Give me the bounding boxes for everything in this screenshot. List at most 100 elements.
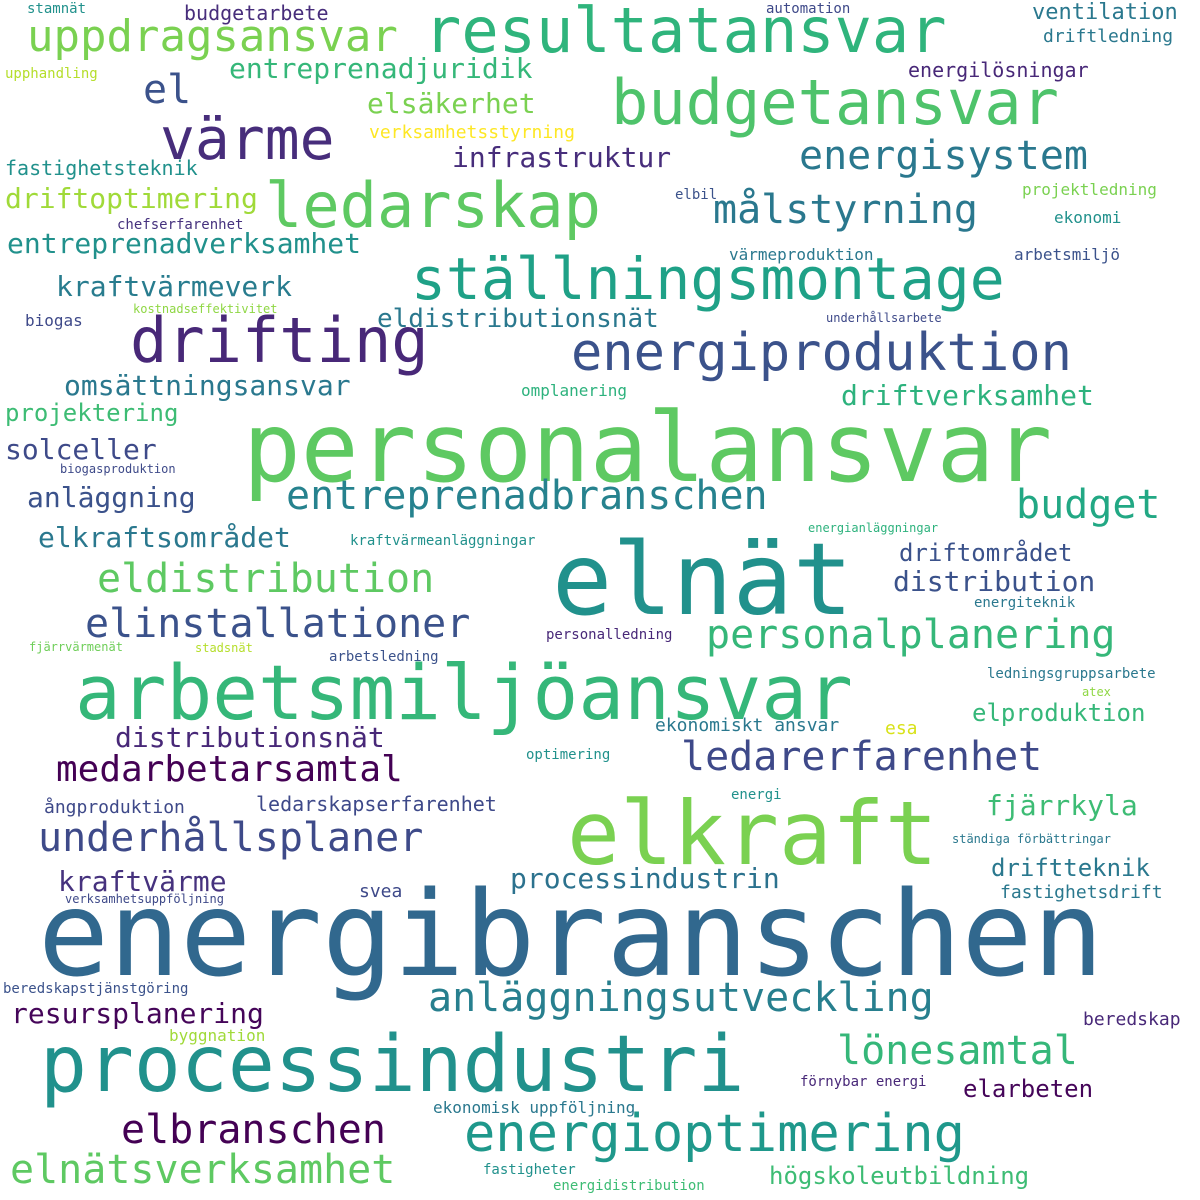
word-budgetarbete: budgetarbete — [184, 1, 329, 25]
word-resursplanering: resursplanering — [11, 997, 264, 1030]
word-el: el — [143, 67, 192, 113]
word-elbranschen: elbranschen — [121, 1107, 386, 1153]
word-kraftvarmeanlaggningar: kraftvärmeanläggningar — [350, 533, 536, 549]
word-entreprenadjuridik: entreprenadjuridik — [229, 52, 533, 85]
word-arbetsledning: arbetsledning — [329, 649, 439, 665]
word-solceller: solceller — [5, 433, 157, 466]
word-ledarerfarenhet: ledarerfarenhet — [681, 734, 1043, 780]
word-processindustrin: processindustrin — [510, 862, 780, 895]
word-hogskoleutbildning: högskoleutbildning — [769, 1162, 1030, 1190]
word-energibranschen: energibranschen — [38, 865, 1104, 1003]
word-elsakerhet: elsäkerhet — [367, 87, 536, 120]
word-infrastruktur: infrastruktur — [452, 141, 672, 174]
word-personalplanering: personalplanering — [706, 612, 1116, 658]
word-driftoptimering: driftoptimering — [5, 182, 258, 215]
word-fornybar-energi: förnybar energi — [800, 1074, 927, 1090]
word-underhallsarbete: underhållsarbete — [826, 311, 942, 325]
word-anlaggningsutveckling: anläggningsutveckling — [428, 975, 934, 1021]
word-energidistribution: energidistribution — [553, 1178, 705, 1194]
word-atex: atex — [1082, 685, 1111, 699]
word-elnat: elnät — [552, 521, 854, 638]
word-angproduktion: ångproduktion — [44, 797, 185, 818]
word-distribution: distribution — [893, 565, 1096, 598]
word-driftledning: driftledning — [1043, 26, 1174, 47]
word-biogasproduktion: biogasproduktion — [60, 462, 176, 476]
word-kraftvarme: kraftvärme — [58, 865, 227, 898]
word-eldistributionsnat: eldistributionsnät — [377, 304, 659, 334]
word-processindustri: processindustri — [40, 1020, 745, 1110]
word-stallningsmontage: ställningsmontage — [411, 245, 1005, 313]
word-beredskap: beredskap — [1083, 1009, 1181, 1030]
word-resultatansvar: resultatansvar — [424, 0, 947, 67]
word-optimering: optimering — [526, 747, 611, 763]
word-ekonomiskt-ansvar: ekonomiskt ansvar — [655, 715, 840, 736]
word-omsattningsansvar: omsättningsansvar — [64, 369, 351, 402]
word-anlaggning: anläggning — [27, 481, 196, 514]
word-ledarskapserfarenhet: ledarskapserfarenhet — [256, 792, 497, 816]
word-projektledning: projektledning — [1022, 180, 1157, 199]
word-eldistribution: eldistribution — [97, 556, 435, 602]
word-fastighetsteknik: fastighetsteknik — [5, 156, 198, 180]
word-entreprenadbranschen: entreprenadbranschen — [286, 473, 768, 519]
word-varmeproduktion: värmeproduktion — [729, 245, 874, 264]
word-energisystem: energisystem — [799, 133, 1088, 179]
word-driftteknik: driftteknik — [991, 854, 1150, 882]
word-projektering: projektering — [5, 399, 179, 427]
word-elnatsverksamhet: elnätsverksamhet — [10, 1147, 396, 1193]
word-beredskapstjanstgoring: beredskapstjänstgöring — [3, 981, 189, 997]
word-kraftvarmeverk: kraftvärmeverk — [56, 270, 293, 303]
word-malstyrning: målstyrning — [713, 187, 978, 233]
word-arbetsmiljo: arbetsmiljö — [1014, 245, 1120, 264]
word-drifting: drifting — [130, 304, 429, 377]
word-ventilation: ventilation — [1032, 0, 1178, 25]
word-energiproduktion: energiproduktion — [571, 323, 1072, 383]
word-underhallsplaner: underhållsplaner — [38, 815, 424, 861]
word-energiteknik: energiteknik — [974, 595, 1076, 611]
word-fjarrvarmenat: fjärrvärmenät — [29, 640, 123, 654]
word-stadsnat: stadsnät — [195, 641, 253, 655]
word-ledarskap: ledarskap — [265, 169, 601, 242]
word-biogas: biogas — [25, 311, 83, 330]
word-uppdragsansvar: uppdragsansvar — [27, 11, 398, 62]
word-elkraftsomradet: elkraftsområdet — [38, 521, 291, 554]
word-omplanering: omplanering — [521, 381, 627, 400]
word-lonesamtal: lönesamtal — [837, 1028, 1078, 1074]
word-personalledning: personalledning — [546, 627, 673, 643]
word-distributionsnat: distributionsnät — [115, 721, 385, 754]
word-entreprenadverksamhet: entreprenadverksamhet — [7, 227, 362, 260]
word-verksamhetsstyrning: verksamhetsstyrning — [369, 122, 575, 143]
word-budget: budget — [1016, 482, 1161, 528]
word-energi: energi — [731, 787, 782, 803]
word-energilosningar: energilösningar — [908, 58, 1089, 82]
word-fjarrkyla: fjärrkyla — [986, 789, 1138, 822]
word-driftomradet: driftområdet — [899, 539, 1073, 567]
word-svea: svea — [359, 881, 403, 902]
word-esa: esa — [885, 718, 918, 739]
word-energianlaggningar: energianläggningar — [808, 521, 939, 535]
word-byggnation: byggnation — [169, 1026, 266, 1045]
word-kostnadseffektivitet: kostnadseffektivitet — [133, 302, 278, 316]
word-elinstallationer: elinstallationer — [85, 601, 471, 647]
word-elbil: elbil — [675, 187, 718, 203]
word-chefserfarenhet: chefserfarenhet — [117, 217, 244, 233]
word-personalansvar: personalansvar — [243, 392, 1053, 504]
word-medarbetarsamtal: medarbetarsamtal — [56, 749, 403, 790]
word-elproduktion: elproduktion — [972, 699, 1146, 727]
word-varme: värme — [160, 105, 335, 173]
word-upphandling: upphandling — [5, 66, 98, 82]
word-verksamhetsuppfoljning: verksamhetsuppföljning — [65, 892, 224, 906]
word-fastigheter: fastigheter — [483, 1162, 576, 1178]
word-ekonomisk-uppfoljning: ekonomisk uppföljning — [433, 1098, 636, 1117]
word-automation: automation — [766, 1, 851, 17]
word-budgetansvar: budgetansvar — [611, 66, 1059, 139]
word-driftverksamhet: driftverksamhet — [841, 379, 1094, 412]
word-stamnat: stamnät — [27, 1, 87, 17]
word-standiga-forbattringar: ständiga förbättringar — [952, 832, 1111, 846]
word-elkraft: elkraft — [567, 782, 938, 885]
word-arbetsmiljoansvar: arbetsmiljöansvar — [75, 648, 853, 737]
word-energioptimering: energioptimering — [464, 1104, 965, 1164]
word-fastighetsdrift: fastighetsdrift — [1000, 882, 1163, 903]
word-ekonomi: ekonomi — [1054, 208, 1122, 227]
word-ledningsgruppsarbete: ledningsgruppsarbete — [987, 666, 1156, 682]
